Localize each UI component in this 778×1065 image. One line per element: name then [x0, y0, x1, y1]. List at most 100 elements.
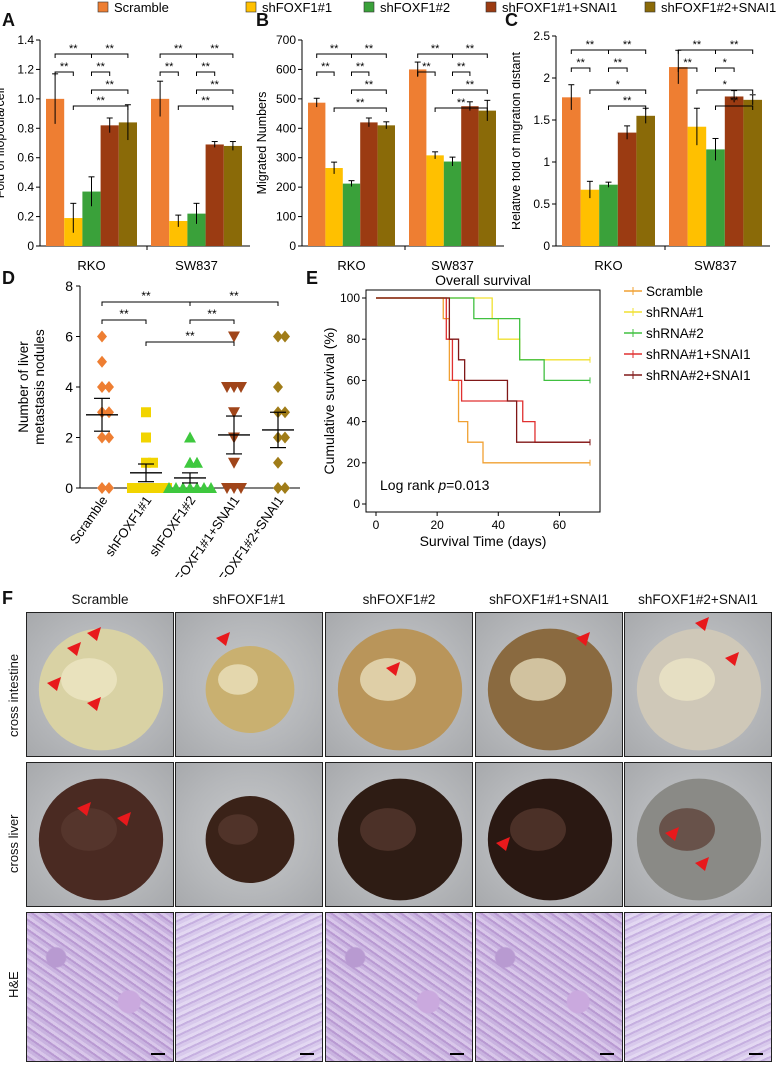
bar — [151, 98, 170, 246]
data-point — [97, 482, 107, 494]
significance-bracket — [91, 53, 129, 58]
y-tick-label: 0.4 — [17, 180, 34, 194]
bar — [461, 106, 479, 246]
significance-bracket — [72, 105, 129, 110]
significance-bracket — [177, 105, 234, 110]
significance-bracket — [452, 89, 488, 94]
y-tick-label: 60 — [347, 373, 361, 387]
significance-label: ** — [96, 61, 105, 73]
bar — [409, 69, 427, 246]
y-tick-label: 0 — [353, 497, 360, 511]
panel-letter-d: D — [2, 268, 15, 288]
significance-label: ** — [119, 307, 129, 321]
significance-label: ** — [623, 39, 632, 51]
y-tick-label: 40 — [347, 415, 361, 429]
y-tick-label: 80 — [347, 332, 361, 346]
data-point — [104, 482, 114, 494]
significance-label: * — [723, 57, 728, 69]
data-point — [221, 382, 233, 393]
metastasis-arrow-icon — [576, 632, 590, 646]
y-tick-label: 400 — [276, 121, 296, 135]
data-point — [280, 330, 290, 343]
bar — [724, 96, 744, 246]
tissue-highlight — [61, 658, 117, 701]
data-point — [228, 457, 240, 469]
y-tick-label: 0 — [543, 239, 550, 253]
x-category-label: SW837 — [431, 258, 474, 273]
bar — [377, 125, 395, 246]
x-category-label: RKO — [337, 258, 365, 273]
significance-bracket — [91, 89, 129, 94]
significance-bracket — [333, 107, 387, 112]
tissue-highlight — [360, 658, 416, 701]
metastasis-arrow-icon — [87, 627, 101, 641]
significance-label: ** — [105, 43, 114, 55]
significance-bracket — [196, 71, 216, 76]
metastasis-arrow-icon — [87, 697, 101, 711]
bar — [205, 144, 224, 246]
data-point — [104, 406, 114, 419]
data-point — [273, 330, 283, 343]
significance-bracket — [434, 107, 488, 112]
intestine-photo — [175, 612, 323, 757]
bar — [223, 145, 242, 246]
survival-curve-chart: Overall survival 0 20 40 60 80 100 0 20 40 60 Survi… — [321, 272, 751, 549]
data-point — [97, 381, 107, 393]
significance-bracket — [570, 67, 591, 72]
x-category-label: SW837 — [175, 258, 218, 273]
significance-label: ** — [201, 61, 210, 73]
liver-tissue — [636, 778, 762, 901]
y-axis-label: metastasis nodules — [32, 329, 47, 445]
bar — [342, 183, 361, 246]
bar — [82, 191, 101, 246]
data-point — [141, 432, 151, 443]
significance-bracket — [715, 49, 754, 54]
survival-line — [376, 297, 590, 443]
significance-label: ** — [457, 61, 466, 73]
significance-bracket — [417, 71, 436, 76]
significance-bracket — [189, 319, 235, 324]
data-point — [191, 456, 203, 468]
liver-photo — [475, 762, 623, 907]
panel-letter-a: A — [2, 10, 15, 30]
y-tick-label: 600 — [276, 62, 296, 76]
metastasis-arrow-icon — [77, 802, 91, 816]
significance-label: ** — [229, 289, 239, 303]
significance-label: ** — [457, 97, 466, 109]
significance-label: ** — [185, 329, 195, 343]
significance-bracket — [351, 53, 387, 58]
data-point — [127, 483, 137, 493]
y-tick-label: 0.5 — [533, 197, 550, 211]
photo-column-label: shFOXF1#1 — [212, 592, 286, 607]
significance-bracket — [608, 49, 647, 54]
data-point — [97, 330, 107, 343]
panel-letter-f: F — [2, 588, 13, 608]
tissue-highlight — [61, 808, 117, 851]
significance-bracket — [159, 71, 179, 76]
significance-label: ** — [201, 95, 210, 107]
x-category-label: RKO — [594, 258, 622, 273]
bar — [169, 220, 188, 246]
significance-bracket — [608, 67, 628, 72]
significance-bracket — [91, 71, 111, 76]
x-tick-label: 40 — [492, 518, 506, 532]
log-rank-annotation: Log rank p=0.013 — [380, 477, 490, 493]
liver-photo — [26, 762, 174, 907]
significance-label: ** — [210, 43, 219, 55]
photo-row-label: cross intestine — [6, 653, 21, 737]
significance-bracket — [101, 319, 147, 324]
tissue-highlight — [510, 658, 566, 701]
photo-column-label: shFOXF1#2 — [362, 592, 436, 607]
bar-chart-filopodia: 0 0.2 0.4 0.6 0.8 1.0 1.2 1.4 Fold of filopodia/… — [0, 33, 250, 273]
data-point — [221, 483, 233, 494]
y-tick-label: 2 — [65, 430, 73, 446]
legend-swatch — [644, 1, 656, 13]
x-tick-label: 60 — [553, 518, 567, 532]
bar — [669, 67, 688, 246]
significance-label: ** — [60, 61, 69, 73]
intestine-photo — [475, 612, 623, 757]
significance-bracket — [452, 53, 488, 58]
significance-label: ** — [431, 43, 440, 55]
y-tick-label: 4 — [65, 379, 73, 395]
bar — [599, 184, 618, 246]
